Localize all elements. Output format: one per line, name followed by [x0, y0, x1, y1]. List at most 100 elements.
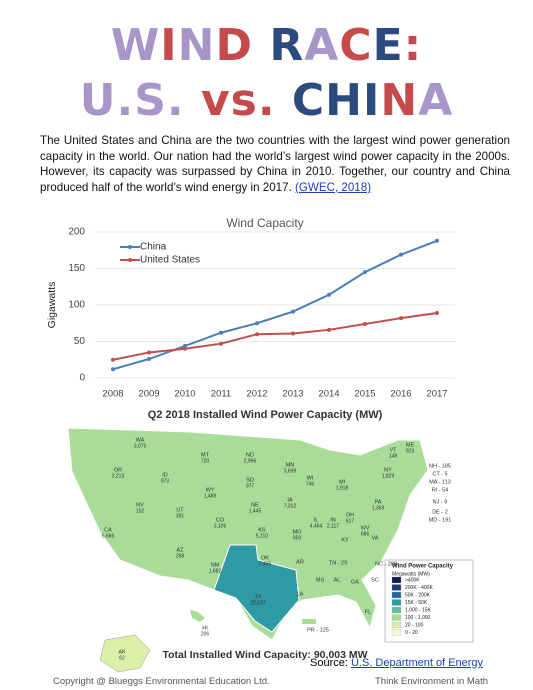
state-label: ID — [162, 472, 168, 478]
legend-item: 200K - 400K — [405, 585, 433, 591]
legend-swatch — [391, 576, 402, 584]
chart-title: Wind Capacity — [226, 216, 303, 230]
state-value: 206 — [201, 631, 210, 637]
data-point — [291, 309, 295, 314]
state-value: 1,489 — [204, 493, 217, 499]
state-label: CT - 5 — [432, 471, 447, 477]
state-value: 1,829 — [382, 473, 395, 479]
state-label: AK — [118, 649, 126, 655]
state-label: DE - 2 — [432, 509, 448, 515]
map-total: Total Installed Wind Capacity: 90,003 MW — [162, 649, 367, 661]
state-label: TN - 29 — [329, 560, 347, 566]
state-label: ND — [246, 452, 254, 458]
state-value: 1,445 — [249, 508, 262, 514]
title-letter: I — [160, 20, 178, 71]
state-label: UT — [176, 507, 184, 513]
state-label: WV — [361, 525, 370, 531]
title-letter: D — [215, 20, 254, 71]
legend-item: 100 - 1,000 — [405, 615, 431, 621]
legend-item: 20 - 100 — [405, 622, 424, 628]
title-letter: . — [166, 75, 185, 126]
state-label: NC - 208 — [375, 561, 397, 567]
series-line — [112, 239, 438, 371]
legend-item: 15K - 50K — [405, 600, 428, 606]
state-label: MA - 113 — [429, 479, 451, 485]
chart: Wind Capacity Gigawatts 0 50 100 150 200 2008… — [46, 216, 455, 400]
state-label: MT — [201, 452, 210, 458]
legend-label: China — [140, 242, 167, 253]
state-label: NH - 185 — [429, 463, 451, 469]
title-letter: A — [304, 20, 340, 71]
state-label: VT — [389, 447, 397, 453]
data-point — [255, 332, 259, 337]
footer-right: Think Environment in Math — [375, 676, 488, 687]
title-letter: I — [363, 75, 381, 126]
state-label: PA — [375, 499, 382, 505]
state-label: NM — [211, 562, 220, 568]
x-tick-label: 2010 — [174, 389, 195, 400]
state-value: 2,117 — [327, 523, 339, 529]
state-label: OH — [346, 512, 354, 518]
title-letter: N — [380, 75, 419, 126]
title-letter: S — [134, 75, 167, 126]
x-tick-label: 2011 — [211, 389, 231, 400]
state-label: MO — [293, 529, 303, 535]
data-point — [147, 357, 151, 362]
x-tick-label: 2015 — [354, 389, 375, 400]
state-label: PR - 125 — [307, 627, 329, 633]
title-letter: U — [79, 75, 117, 126]
state-value: 62 — [119, 655, 125, 661]
source-link[interactable]: U.S. Department of Energy — [350, 657, 484, 669]
citation-link[interactable]: (GWEC, 2018) — [295, 180, 372, 194]
data-point — [111, 357, 115, 362]
state-label: GA — [351, 579, 359, 585]
data-point — [363, 270, 367, 275]
title-letter: v — [200, 75, 231, 126]
data-point — [219, 341, 223, 346]
alaska — [99, 634, 151, 673]
title-letter: s — [230, 75, 258, 126]
puerto-rico — [302, 619, 316, 624]
title-letter: : — [403, 20, 423, 71]
x-tick-label: 2009 — [138, 389, 159, 400]
data-point — [363, 321, 367, 326]
legend-title: Wind Power Capacity — [392, 564, 454, 570]
state-label: LA — [297, 591, 304, 597]
legend-item: 1,000 - 15K — [405, 607, 432, 613]
data-point — [435, 238, 439, 243]
state-value: 152 — [136, 508, 145, 514]
state-value: 3,213 — [112, 473, 125, 479]
state-value: 5,110 — [256, 533, 268, 539]
y-axis-label: Gigawatts — [46, 282, 58, 329]
state-label: CO — [216, 517, 225, 523]
state-value: 3,106 — [214, 523, 227, 529]
title-letter: N — [177, 20, 216, 71]
state-label: FL — [365, 609, 371, 615]
state-value: 268 — [176, 553, 185, 559]
title-letter: A — [418, 75, 454, 126]
state-label: SD — [246, 477, 254, 483]
state-value: 1,682 — [209, 568, 222, 574]
state-value: 746 — [306, 481, 315, 487]
state-label: TX — [254, 594, 261, 600]
legend-subtitle: Megawatts (MW) — [392, 571, 430, 577]
data-point — [183, 343, 187, 348]
state-label: NY — [384, 467, 392, 473]
state-label: IL — [314, 517, 319, 523]
legend-swatch — [391, 614, 402, 621]
state-value: 22,637 — [250, 600, 266, 606]
state-value: 4,464 — [310, 523, 323, 529]
state-value: 1,369 — [372, 505, 385, 511]
state-label: WI — [307, 475, 314, 481]
state-label: NJ - 9 — [433, 499, 448, 505]
title-letter: E — [372, 20, 404, 71]
legend-swatch — [391, 629, 402, 636]
title-letter: H — [325, 75, 363, 126]
state-label: MD - 191 — [429, 517, 452, 523]
data-point — [183, 346, 187, 351]
legend-marker — [128, 245, 132, 249]
legend-marker — [128, 258, 132, 262]
x-tick-label: 2016 — [390, 389, 411, 400]
